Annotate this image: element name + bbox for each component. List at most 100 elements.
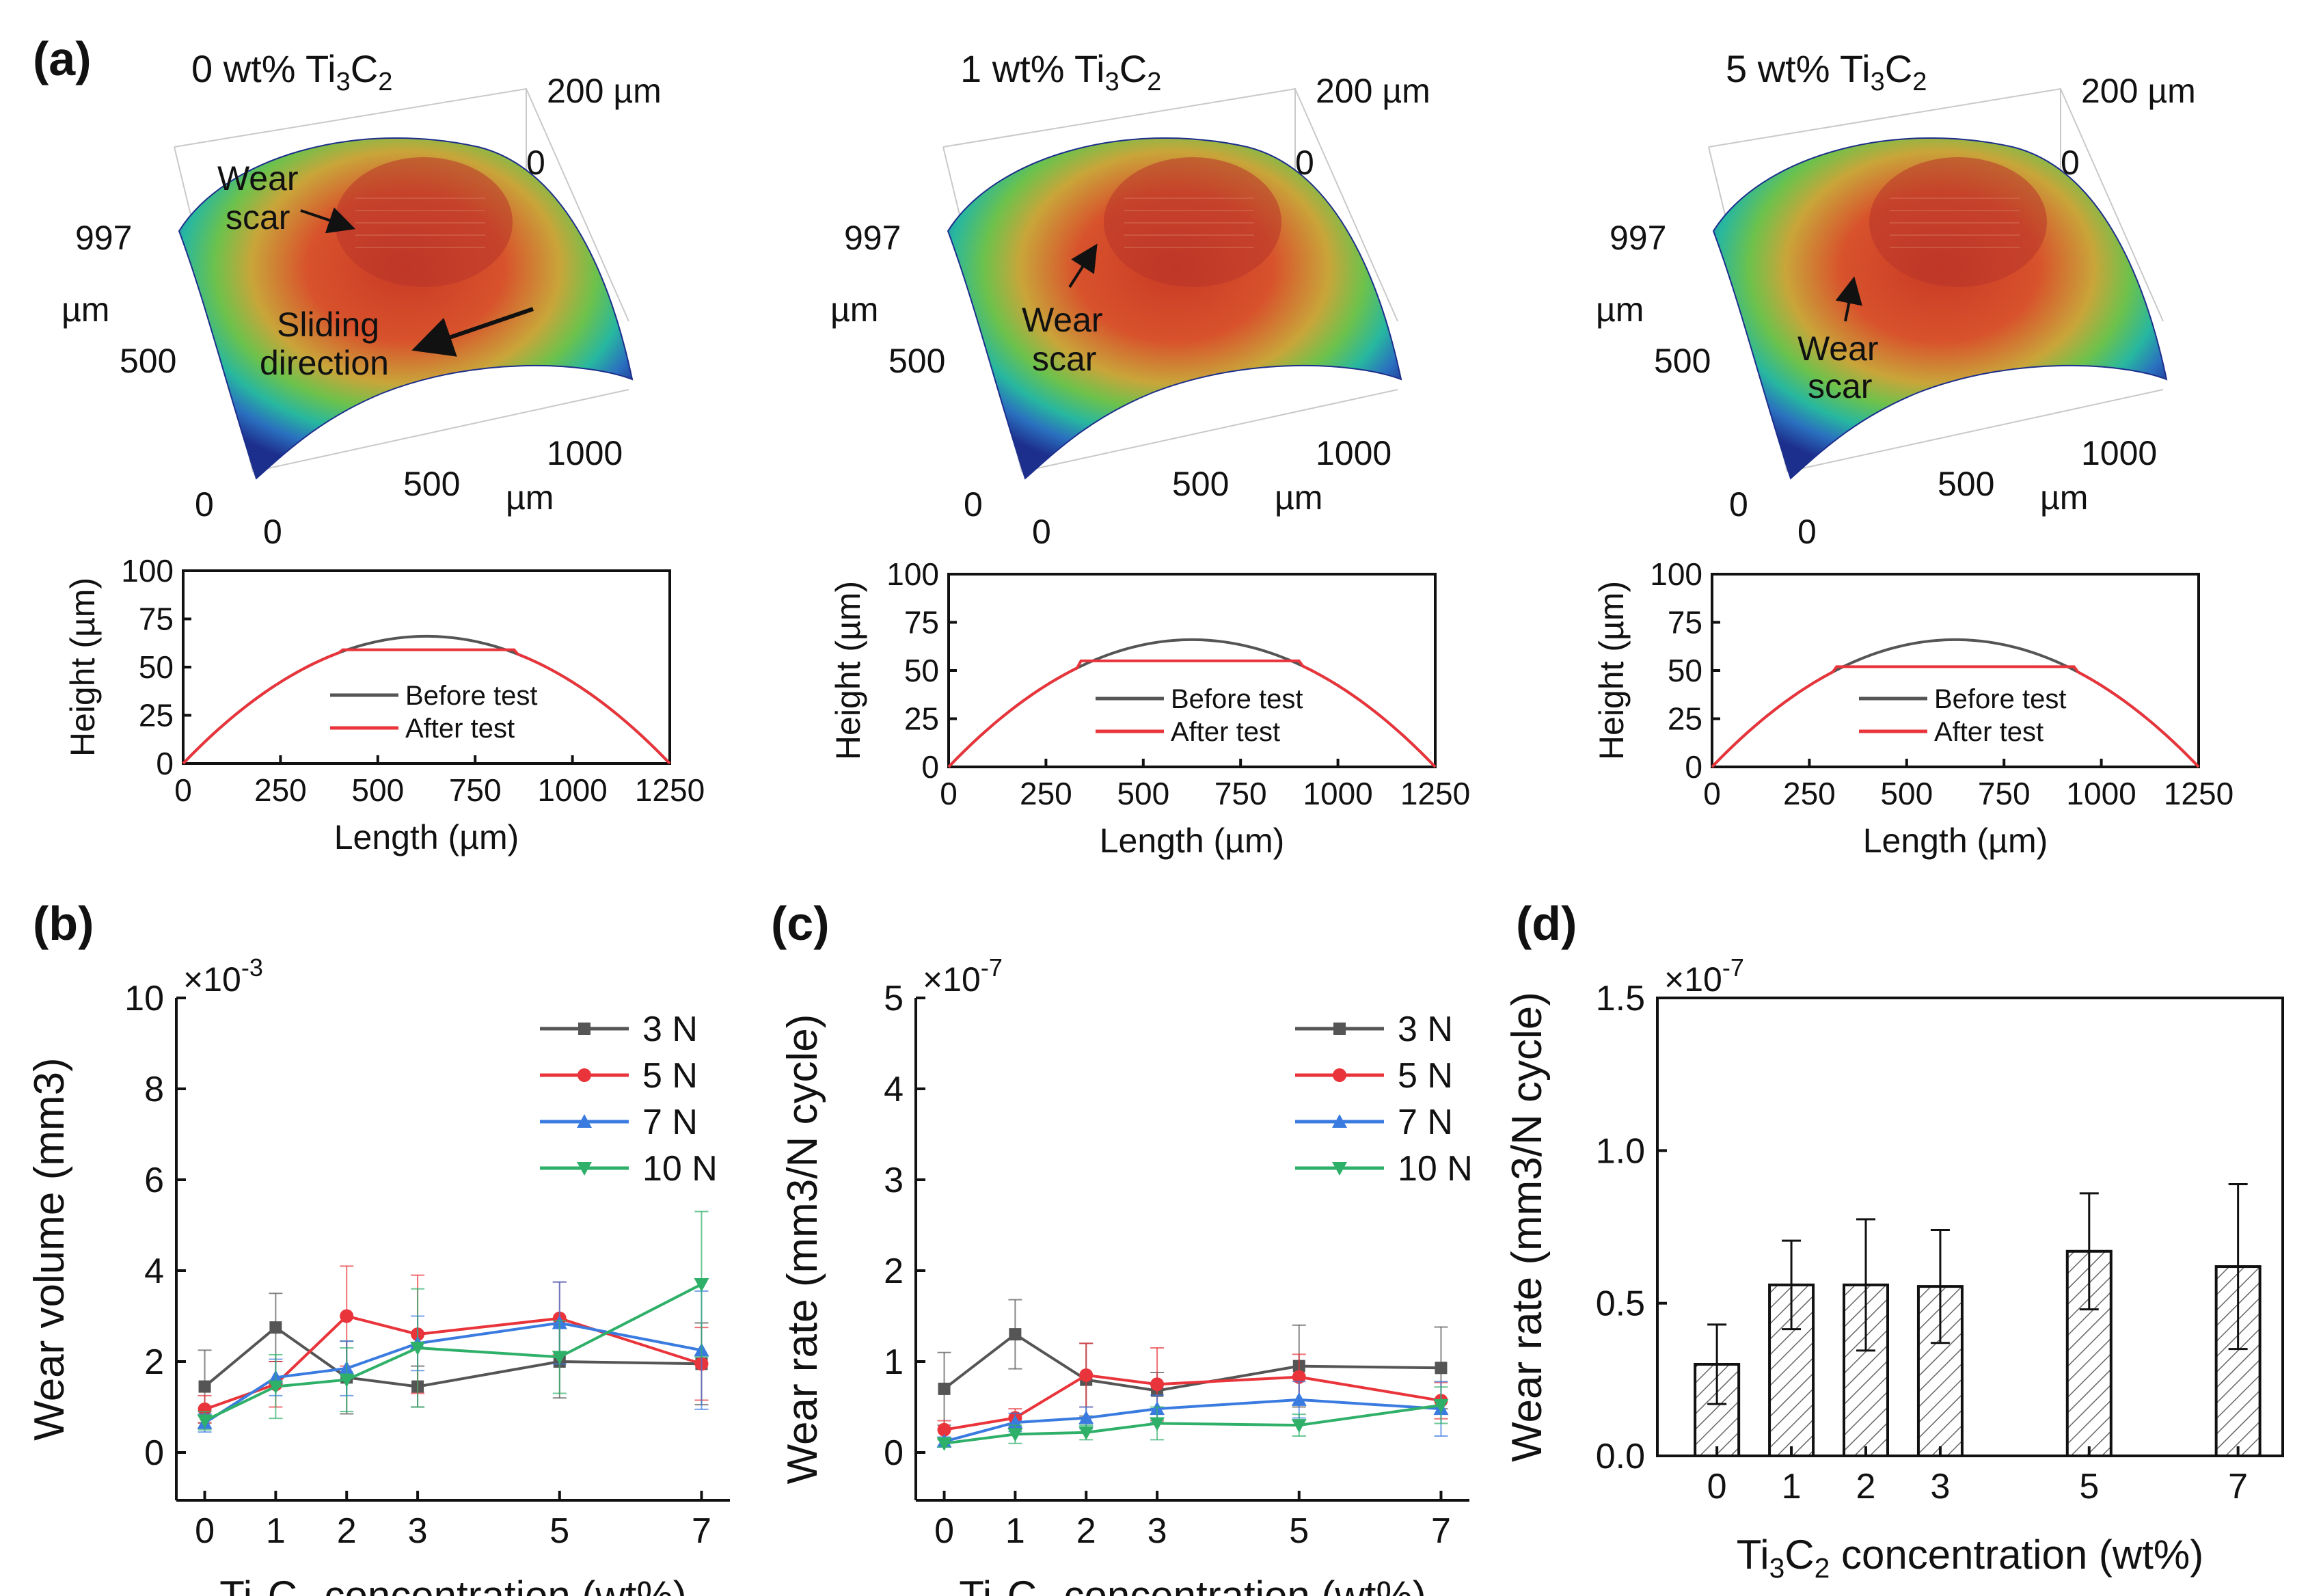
y-tick-label: 2 xyxy=(144,1342,164,1382)
x-tick-label: 5 xyxy=(1289,1511,1309,1551)
y-tick-label: 0.0 xyxy=(1596,1437,1645,1476)
y-tick-label: 10 xyxy=(124,979,164,1018)
series-7N xyxy=(197,1281,709,1433)
y-tick-label: 4 xyxy=(884,1070,904,1109)
axis-label-200um: 200 µm xyxy=(2081,72,2196,110)
surface-plot-3: 5 wt% Ti3C2 200 µm0997µm500005001000µmWea… xyxy=(1596,47,2196,551)
axis-label-0-top: 0 xyxy=(2061,144,2080,182)
data-point xyxy=(268,1380,284,1394)
y-tick-label: 3 xyxy=(884,1161,904,1200)
axis-label-um-bottom: µm xyxy=(2040,478,2088,517)
legend-label: 7 N xyxy=(642,1103,698,1142)
y-tick-label: 0 xyxy=(884,1433,904,1473)
axis-label-997: 997 xyxy=(844,219,901,257)
x-tick-label: 5 xyxy=(2079,1467,2099,1506)
y-tick-label: 50 xyxy=(139,649,174,685)
data-point xyxy=(1150,1377,1165,1392)
data-point xyxy=(1292,1370,1306,1384)
x-tick-label: 750 xyxy=(1978,776,2031,811)
axis-label-um-bottom: µm xyxy=(1275,478,1322,517)
y-tick-label: 5 xyxy=(884,979,904,1018)
series-10N xyxy=(936,1386,1449,1451)
y-tick-label: 1.5 xyxy=(1596,979,1645,1018)
legend-after: After test xyxy=(1171,717,1280,747)
axis-label-0-top: 0 xyxy=(526,144,545,182)
annotation-wear: Wear xyxy=(217,159,299,198)
surface-title: 5 wt% Ti3C2 xyxy=(1726,47,1927,96)
data-point xyxy=(552,1351,567,1365)
data-point xyxy=(410,1342,426,1356)
y-axis-label: Wear rate (mm3/N cycle) xyxy=(779,1014,826,1485)
series-3N xyxy=(198,1293,709,1424)
series-line xyxy=(204,1325,702,1388)
scar-arrow xyxy=(1068,243,1098,288)
x-tick-label: 1000 xyxy=(537,772,607,808)
series-5N xyxy=(198,1265,709,1424)
x-tick-label: 1250 xyxy=(635,772,705,808)
x-tick-label: 250 xyxy=(1020,776,1072,811)
annotation-wear: Wear xyxy=(1797,329,1879,368)
x-tick-label: 5 xyxy=(549,1511,569,1551)
axis-label-0-top: 0 xyxy=(1295,144,1314,182)
panel-c-wear-rate: 0 1 2 3 4 5 0 1 2 3 5 7 ×10-7 Ti3C2 concentration (wt… xyxy=(779,953,1473,1596)
plot-frame xyxy=(1656,997,2284,1457)
annotation-wear: Wear xyxy=(1022,301,1103,339)
y-axis-label: Height (µm) xyxy=(64,578,102,757)
scar-arrow xyxy=(300,207,356,234)
x-axis-label: Ti3C2 concentration (wt%) xyxy=(1737,1532,2203,1584)
series-line xyxy=(204,1321,702,1424)
axis-label-um-left: µm xyxy=(62,290,109,329)
legend-after: After test xyxy=(1934,717,2044,747)
data-point xyxy=(694,1277,709,1292)
x-tick-label: 3 xyxy=(408,1511,428,1551)
legend-before: Before test xyxy=(1934,684,2066,714)
data-point xyxy=(1433,1398,1449,1413)
axis-label-997: 997 xyxy=(1610,219,1666,257)
data-point xyxy=(340,1309,354,1323)
axis-label-1000: 1000 xyxy=(2081,434,2157,472)
y-tick-label: 75 xyxy=(1668,605,1702,640)
y-tick-label: 100 xyxy=(886,556,939,592)
data-point xyxy=(1435,1362,1448,1375)
y-tick-label: 50 xyxy=(1668,653,1702,688)
y-tick-label: 25 xyxy=(904,701,939,737)
x-tick-label: 1250 xyxy=(1400,776,1470,811)
y-tick-label: 75 xyxy=(139,601,174,637)
data-point xyxy=(577,1162,592,1176)
legend-before: Before test xyxy=(405,681,537,711)
series-10N xyxy=(197,1210,709,1431)
axis-label-500-left: 500 xyxy=(888,342,945,380)
surface-panels: 0 wt% Ti3C2 200 µm0997µm500005001000µmWea… xyxy=(62,47,2196,551)
y-axis-label: Height (µm) xyxy=(829,581,867,760)
y-tick-label: 25 xyxy=(139,698,174,733)
x-tick-label: 750 xyxy=(1214,776,1267,811)
x-tick-label: 2 xyxy=(1856,1467,1876,1506)
axis-label-1000: 1000 xyxy=(547,434,623,472)
legend-before: Before test xyxy=(1171,684,1303,714)
legend-label: 7 N xyxy=(1398,1103,1453,1142)
data-point xyxy=(577,1114,592,1128)
profile-chart-3: 0 250 500 750 1000 1250 0 25 50 75 100 Length (µm) H… xyxy=(1592,556,2234,860)
annotation-sliding: Sliding xyxy=(277,306,379,344)
surface-mesh xyxy=(947,137,1402,480)
profile-chart-2: 0 250 500 750 1000 1250 0 25 50 75 100 Length (µm) H… xyxy=(829,556,1470,860)
axis-label-0-bottom: 0 xyxy=(263,513,282,551)
x-tick-label: 500 xyxy=(1117,776,1169,811)
scar-arrow xyxy=(1835,276,1862,322)
y-tick-label: 50 xyxy=(904,653,939,688)
axis-label-500-bottom: 500 xyxy=(403,465,460,503)
y-tick-label: 0 xyxy=(1685,749,1702,785)
axis-label-1000: 1000 xyxy=(1316,434,1391,472)
data-point xyxy=(1332,1114,1347,1128)
data-point xyxy=(578,1068,591,1082)
axis-label-0-bottom: 0 xyxy=(1797,513,1817,551)
x-tick-label: 0 xyxy=(940,776,958,811)
series-7N xyxy=(936,1381,1449,1448)
data-point xyxy=(578,1023,590,1035)
y-tick-label: 8 xyxy=(144,1070,164,1109)
series-line xyxy=(204,1283,703,1422)
profile-chart-1: 0 250 500 750 1000 1250 0 25 50 75 100 Length (µm) H… xyxy=(64,553,705,856)
legend-label: 10 N xyxy=(1398,1149,1473,1189)
axis-label-0-left: 0 xyxy=(964,485,983,524)
